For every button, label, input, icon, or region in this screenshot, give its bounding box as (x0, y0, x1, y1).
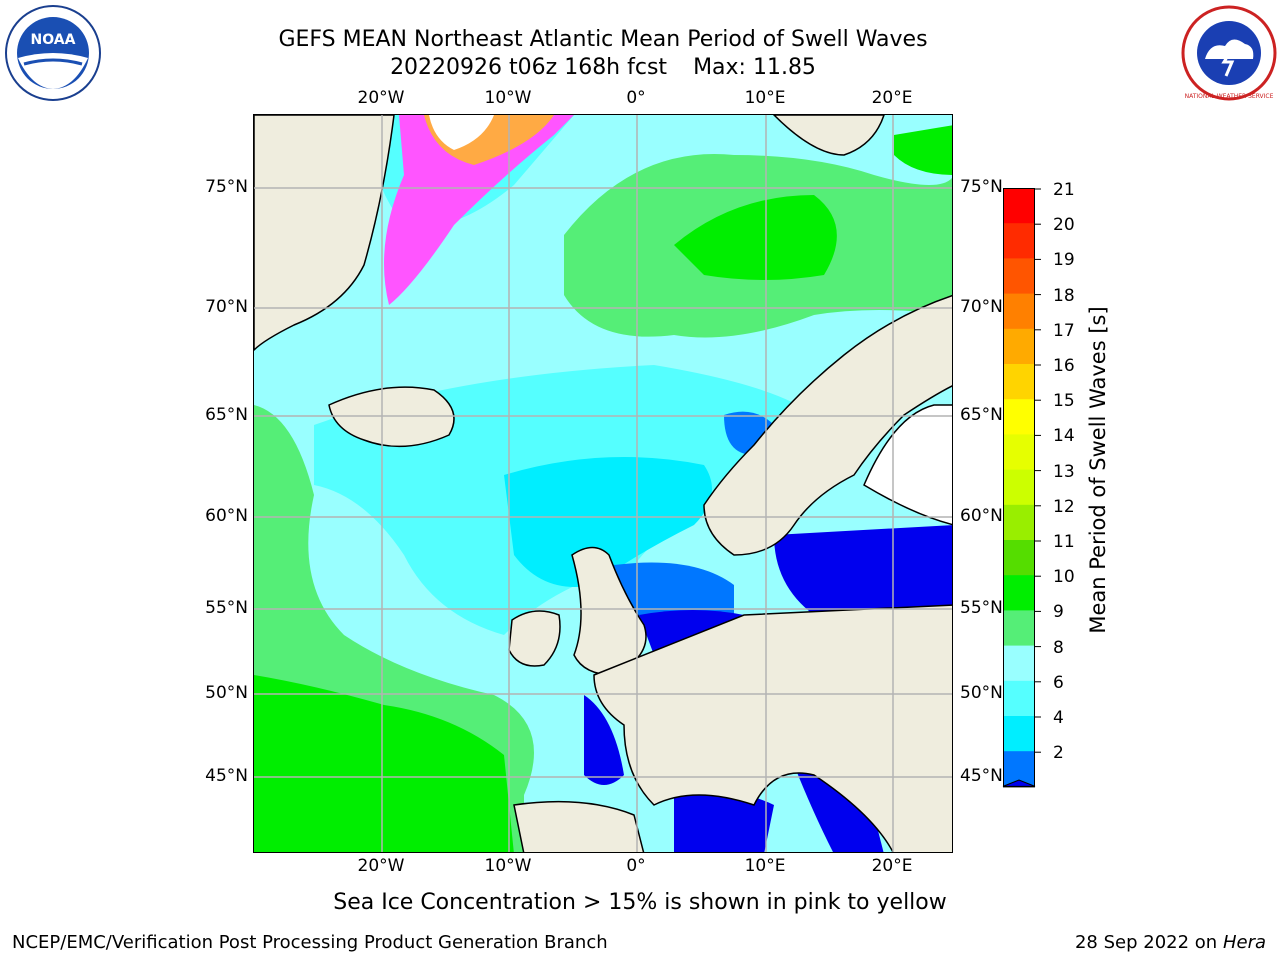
lat-label-right: 55°N (960, 598, 1003, 618)
lat-label-right: 75°N (960, 177, 1003, 197)
swell-below-2s-baltic (774, 525, 952, 619)
colorbar-tick-label: 14 (1053, 426, 1075, 447)
lon-label-bottom: 10°W (484, 856, 532, 876)
lon-label-top: 20°E (871, 88, 913, 108)
swell-below-2s-adriatic (794, 765, 884, 852)
colorbar-tick-label: 19 (1053, 250, 1075, 271)
gulf-of-bothnia (863, 404, 952, 526)
colorbar-tick-label: 20 (1053, 215, 1075, 236)
footer-machine: Hera (1222, 932, 1266, 953)
map-frame (253, 114, 953, 853)
swell-2-4s-norway (724, 411, 774, 455)
colorbar-tick-label: 11 (1053, 532, 1075, 552)
lat-label-left: 75°N (205, 177, 248, 197)
colorbar-tick-label: 17 (1053, 320, 1075, 341)
lat-label-left: 55°N (205, 598, 248, 618)
colorbar-tick-label: 8 (1053, 637, 1064, 658)
chart-title: GEFS MEAN Northeast Atlantic Mean Period… (278, 27, 928, 52)
swell-below-2s-biscay (584, 695, 624, 785)
lon-label-top: 10°E (744, 88, 786, 108)
nws-logo: NATIONAL WEATHER SERVICE (1181, 5, 1277, 101)
footer-credit: NCEP/EMC/Verification Post Processing Pr… (12, 932, 608, 953)
footer-date-text: 28 Sep 2022 on (1074, 932, 1218, 953)
lat-label-right: 65°N (960, 405, 1003, 425)
colorbar-segment (1003, 434, 1035, 471)
lat-label-right: 50°N (960, 683, 1003, 703)
swell-10-11s-northeast (894, 125, 952, 175)
colorbar-tick-label: 9 (1053, 602, 1064, 623)
sea-ice-full (429, 115, 494, 150)
colorbar-segment (1003, 469, 1035, 506)
lat-label-left: 45°N (205, 766, 248, 786)
colorbar-tick-label: 21 (1053, 180, 1075, 200)
lat-label-left: 65°N (205, 405, 248, 425)
lat-label-left: 70°N (205, 297, 248, 317)
chart-subtitle: 20220926 t06z 168h fcst Max: 11.85 (0, 55, 1206, 80)
map-gridlines (254, 115, 952, 852)
colorbar-segment (1003, 188, 1035, 224)
lon-label-bottom: 20°E (871, 856, 913, 876)
colorbar (1002, 188, 1041, 788)
colorbar-tick-label: 2 (1053, 743, 1064, 764)
colorbar-tick-label: 16 (1053, 356, 1075, 376)
forecast-time: 20220926 t06z 168h fcst (390, 55, 668, 80)
greenland-land (254, 115, 395, 352)
colorbar-tick-label: 13 (1053, 461, 1075, 482)
colorbar-segment (1003, 610, 1035, 647)
lat-label-right: 60°N (960, 506, 1003, 526)
colorbar-segment (1003, 645, 1035, 682)
ireland-land (508, 610, 561, 667)
footer-date: 28 Sep 2022 on Hera (1075, 932, 1266, 953)
lat-label-right: 70°N (960, 297, 1003, 317)
iceland-land (328, 386, 455, 448)
colorbar-segment (1003, 540, 1035, 576)
colorbar-tick-label: 10 (1053, 567, 1075, 588)
swell-10-11s-north (674, 195, 837, 280)
swell-below-2s-mediterranean (674, 791, 774, 852)
lon-label-bottom: 10°E (744, 856, 786, 876)
colorbar-segment (1003, 575, 1035, 611)
colorbar-label: Mean Period of Swell Waves [s] (1086, 306, 1110, 634)
iberia-land (513, 800, 645, 852)
lon-label-top: 10°W (484, 88, 532, 108)
colorbar-tick-label: 15 (1053, 391, 1075, 412)
colorbar-segment (1003, 716, 1035, 752)
colorbar-segment (1003, 293, 1035, 330)
lat-label-left: 60°N (205, 506, 248, 526)
colorbar-segment (1003, 680, 1035, 717)
lon-label-bottom: 20°W (357, 856, 405, 876)
noaa-logo-text: NOAA (31, 32, 76, 48)
svalbard-land (772, 115, 885, 156)
max-value: Max: 11.85 (693, 55, 816, 80)
swell-6s-band (504, 457, 712, 587)
colorbar-segment (1003, 328, 1035, 365)
colorbar-tick-label: 12 (1053, 496, 1075, 517)
colorbar-segment (1003, 364, 1035, 400)
colorbar-segment (1003, 258, 1035, 295)
colorbar-extend-arrow (1002, 779, 1036, 787)
lat-label-left: 50°N (205, 683, 248, 703)
colorbar-segment (1003, 504, 1035, 541)
colorbar-tick-label: 4 (1053, 708, 1064, 728)
sea-ice-pink (384, 115, 574, 305)
noaa-logo: NOAA (5, 5, 101, 101)
colorbar-tick-label: 6 (1053, 672, 1064, 693)
swell-period-map (254, 115, 952, 852)
lon-label-top: 0° (626, 88, 646, 108)
lat-label-right: 45°N (960, 766, 1003, 786)
colorbar-tick-label: 18 (1053, 285, 1075, 306)
colorbar-segment (1003, 399, 1035, 435)
nws-logo-text: NATIONAL WEATHER SERVICE (1185, 93, 1274, 100)
sea-ice-note: Sea Ice Concentration > 15% is shown in … (333, 890, 947, 915)
lon-label-top: 20°W (357, 88, 405, 108)
swell-10-11s-region (254, 675, 514, 852)
colorbar-segment (1003, 223, 1035, 259)
lon-label-bottom: 0° (626, 856, 646, 876)
